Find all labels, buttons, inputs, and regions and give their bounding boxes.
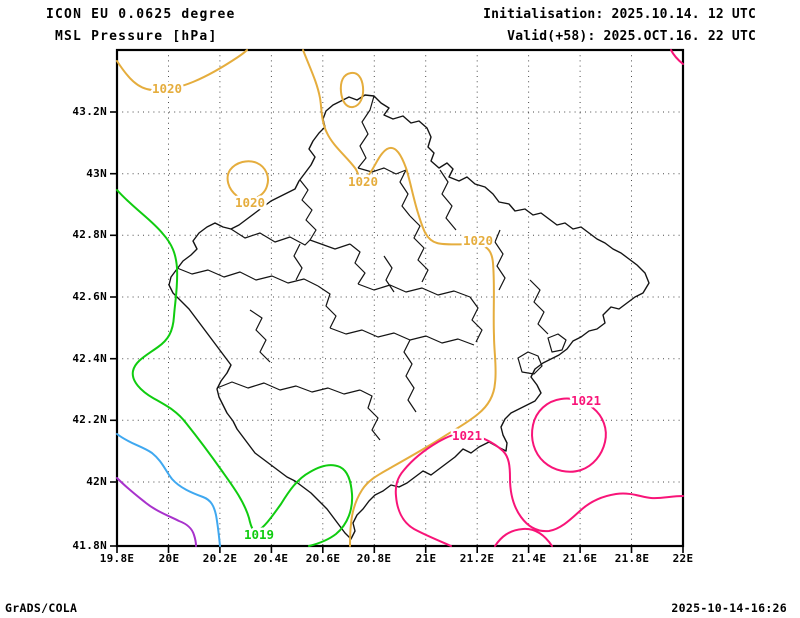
y-axis-label-43-2n: 43.2N — [72, 105, 107, 118]
x-axis-label-22e: 22E — [672, 552, 694, 565]
y-axis-label-41-8n: 41.8N — [72, 539, 107, 552]
isobar-1020-northwest — [116, 49, 248, 92]
contour-label-1020-a: 1020 — [152, 81, 182, 96]
isobar-unlabeled-purple — [116, 477, 197, 547]
grid-lines — [117, 50, 683, 546]
x-axis-label-21-6e: 21.6E — [562, 552, 598, 565]
x-axis-label-20-8e: 20.8E — [356, 552, 392, 565]
initialisation-time: Initialisation: 2025.10.14. 12 UTC — [483, 7, 756, 22]
axis-ticks — [110, 111, 684, 553]
x-axis-label-21-2e: 21.2E — [459, 552, 495, 565]
isobar-1021-corner — [670, 49, 684, 65]
y-axis-label-43n: 43N — [86, 167, 107, 180]
contour-label-1021-a: 1021 — [571, 393, 601, 408]
y-axis-label-42-2n: 42.2N — [72, 413, 107, 426]
x-axis-label-20-6e: 20.6E — [305, 552, 341, 565]
x-axis-label-20e: 20E — [158, 552, 180, 565]
model-title: ICON EU 0.0625 degree — [46, 7, 236, 22]
y-axis-label-42-6n: 42.6N — [72, 290, 107, 303]
y-axis-label-42-4n: 42.4N — [72, 352, 107, 365]
isobar-unlabeled-blue — [116, 433, 221, 547]
contour-label-1019: 1019 — [244, 527, 274, 542]
isobar-1021-main — [394, 432, 684, 547]
map-border — [115, 48, 685, 548]
isobar-1020-small-loop — [339, 71, 365, 109]
isobar-1019 — [116, 189, 354, 547]
x-axis-label-20-4e: 20.4E — [253, 552, 289, 565]
isobar-1020-long — [302, 49, 497, 547]
y-axis-label-42n: 42N — [86, 475, 107, 488]
x-axis-label-21e: 21E — [415, 552, 437, 565]
valid-time: Valid(+58): 2025.OCT.16. 22 UTC — [507, 29, 756, 44]
x-axis-label-21-4e: 21.4E — [511, 552, 547, 565]
x-axis-label-19-8e: 19.8E — [99, 552, 135, 565]
grads-credit: GrADS/COLA — [5, 601, 78, 615]
creation-timestamp: 2025-10-14-16:26 — [671, 601, 787, 615]
isobar-1021-bottom-arc — [494, 527, 553, 547]
isobar-1020-closed-cell — [226, 160, 269, 200]
contour-label-1020-c: 1020 — [348, 174, 378, 189]
contour-label-1020-d: 1020 — [463, 233, 493, 248]
isobars-1021 — [394, 49, 684, 547]
isobars-1020 — [116, 49, 497, 547]
field-title: MSL Pressure [hPa] — [55, 29, 218, 44]
contour-labels: 1020 1020 1020 1020 1019 1021 1021 — [149, 79, 603, 545]
district-borders — [176, 95, 567, 441]
x-axis-label-20-2e: 20.2E — [202, 552, 238, 565]
contour-label-1021-b: 1021 — [452, 428, 482, 443]
contour-label-1020-b: 1020 — [235, 195, 265, 210]
kosovo-outline — [168, 94, 650, 540]
isobar-1021-closed-cell — [531, 397, 607, 473]
kosovo-borders — [168, 94, 650, 540]
y-axis-label-42-8n: 42.8N — [72, 228, 107, 241]
x-axis-label-21-8e: 21.8E — [614, 552, 650, 565]
